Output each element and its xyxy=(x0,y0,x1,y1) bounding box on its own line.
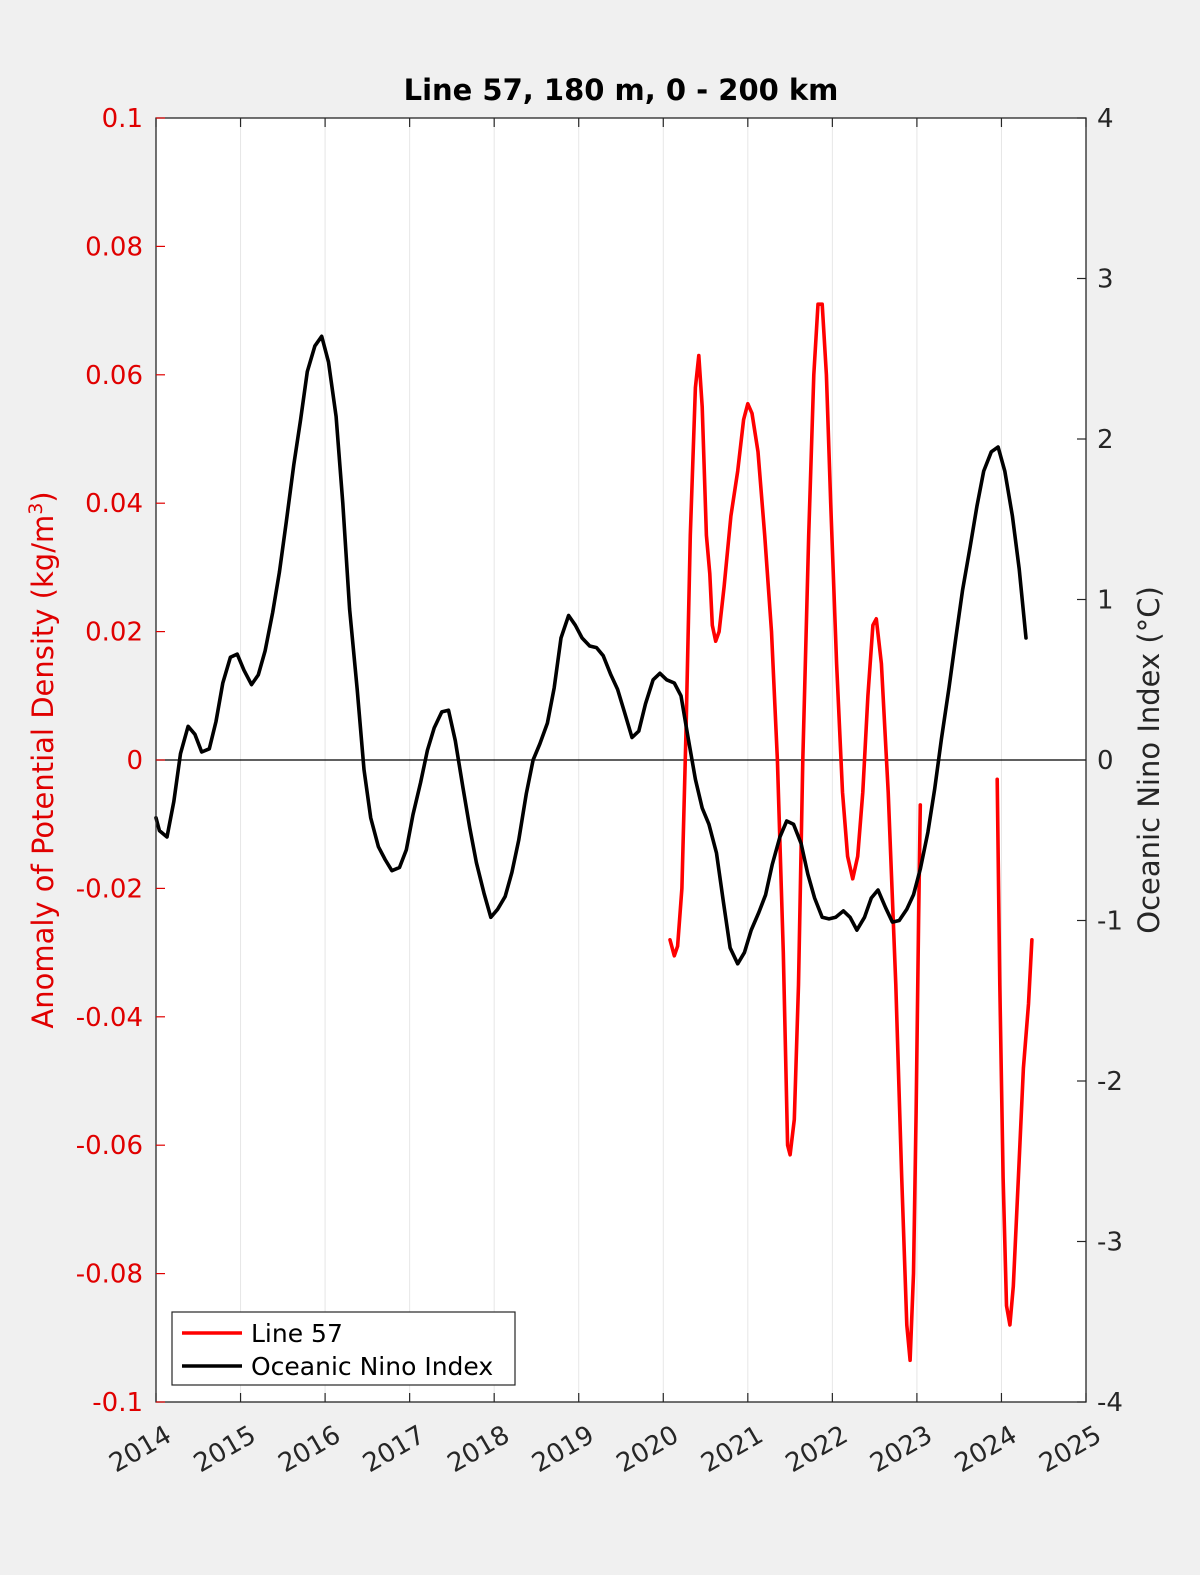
y-left-tick-label--0.02: -0.02 xyxy=(76,874,143,904)
left-axis-title-main: Anomaly of Potential Density (kg/m xyxy=(26,515,60,1029)
y-right-tick-label-0: 0 xyxy=(1097,746,1114,776)
series-layer xyxy=(154,302,1034,1363)
left-axis-title-end: ) xyxy=(26,491,60,502)
y-right-tick-label--1: -1 xyxy=(1097,907,1123,937)
y-left-tick-label-0.06: 0.06 xyxy=(85,361,143,391)
y-left-tick-label--0.08: -0.08 xyxy=(76,1260,143,1290)
legend-box xyxy=(171,1311,516,1386)
y-left-tick-label-0: 0 xyxy=(126,746,143,776)
legend-label-oni: Oceanic Nino Index xyxy=(251,1352,493,1381)
y-right-tick-label--3: -3 xyxy=(1097,1228,1123,1258)
legend: Line 57 Oceanic Nino Index xyxy=(171,1311,516,1386)
y-left-tick-label-0.02: 0.02 xyxy=(85,618,143,648)
y-right-tick-label--2: -2 xyxy=(1097,1067,1123,1097)
y-right-tick-label-2: 2 xyxy=(1097,425,1114,455)
series-line-57-segment-0 xyxy=(668,302,923,1363)
right-y-axis: -4 -3 -2 -1 0 1 2 3 4 xyxy=(1077,104,1123,1418)
chart-title: Line 57, 180 m, 0 - 200 km xyxy=(404,73,839,107)
y-left-tick-label--0.1: -0.1 xyxy=(92,1388,143,1418)
right-axis-title: Oceanic Nino Index (°C) xyxy=(1132,586,1166,934)
y-right-tick-label--4: -4 xyxy=(1097,1388,1123,1418)
left-axis-title: Anomaly of Potential Density (kg/m3) xyxy=(25,491,60,1028)
y-right-tick-label-4: 4 xyxy=(1097,104,1114,134)
y-right-tick-label-3: 3 xyxy=(1097,265,1114,295)
y-left-tick-label--0.04: -0.04 xyxy=(76,1003,143,1033)
y-left-tick-label-0.1: 0.1 xyxy=(102,104,143,134)
y-right-tick-label-1: 1 xyxy=(1097,586,1114,616)
series-oceanic-nino-index-segment-0 xyxy=(154,334,1028,966)
series-line-57-segment-1 xyxy=(995,777,1034,1327)
y-left-tick-label-0.08: 0.08 xyxy=(85,232,143,262)
left-y-axis: -0.1 -0.08 -0.06 -0.04 -0.02 0 0.02 0.04 0.06 0.0… xyxy=(76,104,165,1418)
y-left-tick-label--0.06: -0.06 xyxy=(76,1131,143,1161)
y-left-tick-label-0.04: 0.04 xyxy=(85,489,143,519)
legend-label-line-57: Line 57 xyxy=(251,1319,343,1348)
left-axis-title-superscript: 3 xyxy=(25,503,47,515)
